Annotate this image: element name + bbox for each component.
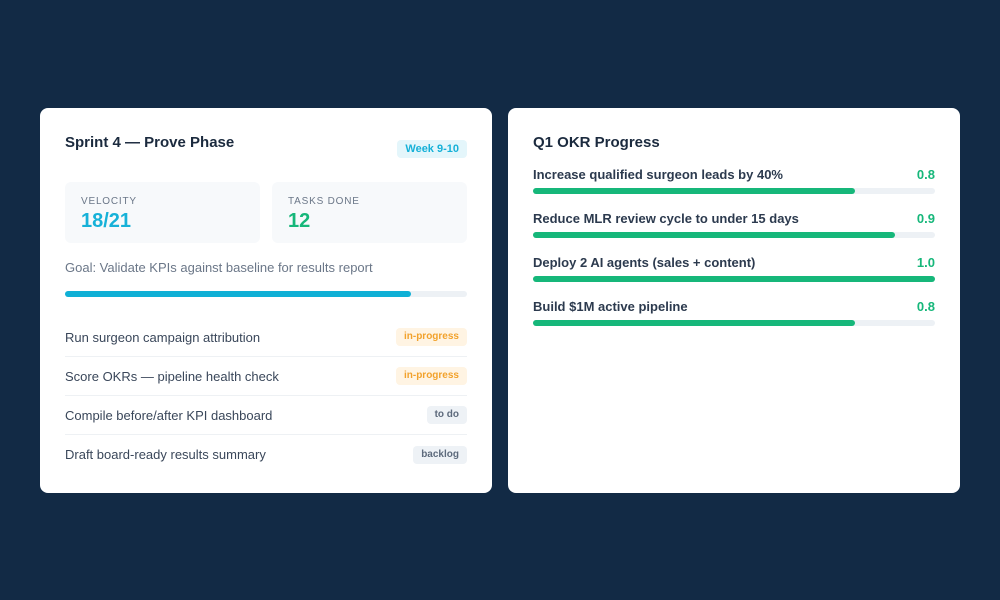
tasks-done-label: TASKS DONE [288, 196, 360, 207]
okr-progress-bar [533, 320, 935, 326]
sprint-title: Sprint 4 — Prove Phase [65, 134, 235, 151]
task-name: Compile before/after KPI dashboard [65, 407, 273, 423]
velocity-value: 18/21 [81, 210, 132, 232]
task-list: Run surgeon campaign attribution in-prog… [65, 318, 467, 474]
task-status-badge: backlog [413, 445, 467, 464]
velocity-label: VELOCITY [81, 196, 137, 207]
week-badge: Week 9-10 [397, 140, 467, 158]
tasks-done-stat: TASKS DONE 12 [272, 182, 467, 243]
velocity-stat: VELOCITY 18/21 [65, 182, 260, 243]
task-name: Run surgeon campaign attribution [65, 329, 261, 345]
sprint-card: Sprint 4 — Prove Phase Week 9-10 VELOCIT… [40, 108, 492, 493]
sprint-progress-bar [65, 291, 467, 297]
okr-item: Deploy 2 AI agents (sales + content) 1.0 [533, 255, 935, 282]
okr-progress-bar [533, 276, 935, 282]
okr-progress-bar [533, 188, 935, 194]
okr-label: Reduce MLR review cycle to under 15 days [533, 211, 799, 226]
task-status-badge: to do [426, 406, 467, 424]
sprint-progress-fill [65, 291, 411, 297]
tasks-done-value: 12 [288, 210, 311, 232]
okr-label: Increase qualified surgeon leads by 40% [533, 167, 783, 182]
okr-score: 1.0 [916, 255, 935, 270]
okr-score: 0.8 [916, 167, 935, 182]
okr-progress-fill [533, 276, 935, 282]
task-name: Score OKRs — pipeline health check [65, 368, 279, 384]
okr-label: Deploy 2 AI agents (sales + content) [533, 255, 756, 270]
okr-item: Increase qualified surgeon leads by 40% … [533, 167, 935, 194]
task-item[interactable]: Run surgeon campaign attribution in-prog… [65, 318, 467, 357]
okr-title: Q1 OKR Progress [533, 134, 660, 151]
okr-score: 0.9 [916, 211, 935, 226]
okr-item: Build $1M active pipeline 0.8 [533, 299, 935, 326]
sprint-goal: Goal: Validate KPIs against baseline for… [65, 260, 373, 275]
okr-label: Build $1M active pipeline [533, 299, 688, 314]
okr-item: Reduce MLR review cycle to under 15 days… [533, 211, 935, 238]
task-item[interactable]: Score OKRs — pipeline health check in-pr… [65, 357, 467, 396]
okr-score: 0.8 [916, 299, 935, 314]
okr-progress-fill [533, 320, 855, 326]
okr-progress-fill [533, 188, 855, 194]
task-status-badge: in-progress [395, 328, 467, 346]
task-status-badge: in-progress [395, 367, 467, 385]
okr-card: Q1 OKR Progress Increase qualified surge… [508, 108, 960, 493]
okr-progress-bar [533, 232, 935, 238]
okr-progress-fill [533, 232, 895, 238]
task-name: Draft board-ready results summary [65, 447, 266, 462]
task-item[interactable]: Compile before/after KPI dashboard to do [65, 396, 467, 435]
task-item[interactable]: Draft board-ready results summary backlo… [65, 435, 467, 474]
